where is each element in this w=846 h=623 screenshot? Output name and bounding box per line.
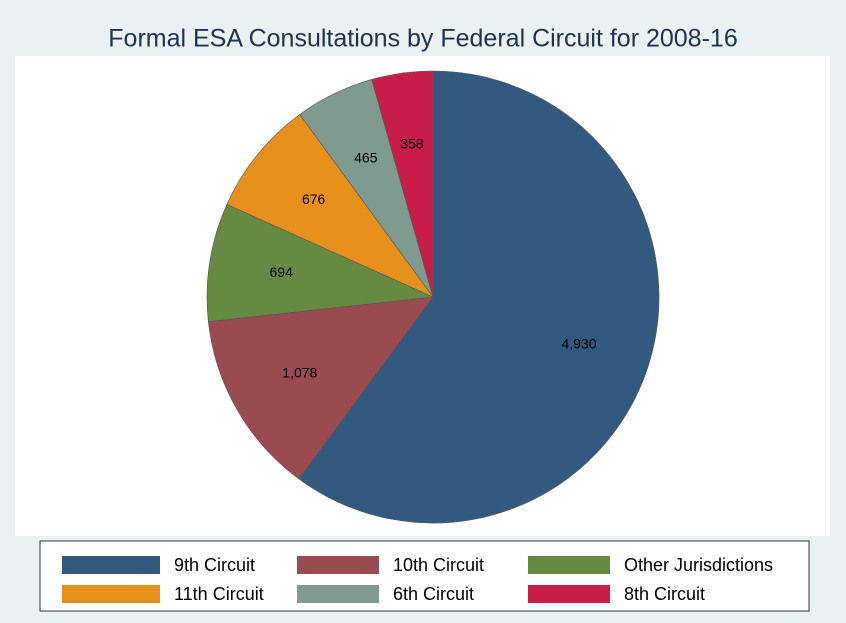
pie-slice: [226, 114, 434, 298]
legend-swatch: [62, 556, 160, 574]
legend-label: 9th Circuit: [174, 555, 255, 575]
data-label: 465: [354, 149, 378, 165]
legend-label: 11th Circuit: [174, 584, 264, 604]
legend-label: 6th Circuit: [393, 584, 474, 604]
pie-slice: [371, 70, 434, 298]
pie-slice: [298, 70, 660, 524]
data-label: 676: [302, 191, 326, 207]
legend-swatch: [297, 556, 379, 574]
legend-swatch: [528, 556, 610, 574]
legend-label: 8th Circuit: [624, 584, 705, 604]
data-label: 1,078: [282, 364, 317, 380]
legend-label: 10th Circuit: [393, 555, 484, 575]
pie-slice: [208, 296, 434, 480]
legend-label: Other Jurisdictions: [624, 555, 773, 575]
data-label: 694: [270, 264, 294, 280]
legend-swatch: [297, 585, 379, 603]
legend-swatch: [62, 585, 160, 603]
data-label: 4,930: [561, 336, 596, 352]
legend-box: [39, 540, 810, 612]
legend-swatch: [528, 585, 610, 603]
chart-title: Formal ESA Consultations by Federal Circ…: [108, 25, 737, 53]
pie-slice: [206, 203, 435, 322]
data-label: 358: [400, 135, 424, 151]
